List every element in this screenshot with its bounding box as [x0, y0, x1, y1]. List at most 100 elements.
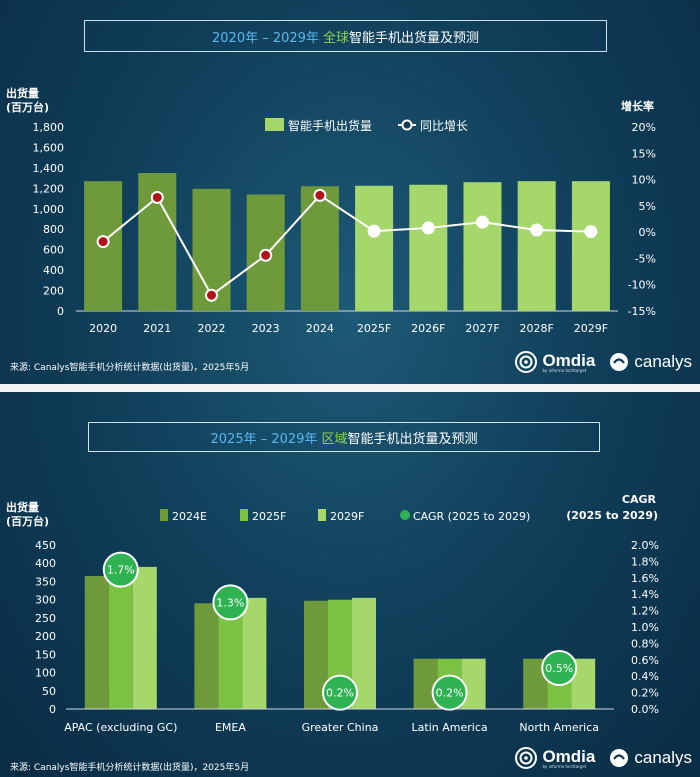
chart2-y2tick: 2.0% — [631, 539, 659, 552]
chart1-y2tick: -5% — [635, 252, 656, 265]
chart2-cagr-label: 0.2% — [436, 687, 464, 700]
chart1-y2tick: 0% — [639, 226, 656, 239]
chart1-ylabel-line2: (百万台) — [6, 100, 49, 114]
chart1-ytick: 0 — [57, 305, 64, 318]
chart2-ylabel-line1: 出货量 — [6, 500, 39, 514]
chart2-y2tick: 1.0% — [631, 621, 659, 634]
chart1-xtick: 2029F — [574, 322, 608, 335]
chart2-cagr-point — [431, 674, 468, 711]
chart1-ytick: 600 — [43, 244, 64, 257]
chart2-y2tick: 0.4% — [631, 670, 659, 683]
omdia-logo: Omdia by informa techtarget — [514, 746, 595, 770]
chart2-bar-2024e — [84, 575, 109, 709]
chart1-logos: Omdia by informa techtarget canalys — [514, 350, 692, 374]
chart1-y2tick: -10% — [628, 279, 656, 292]
canalys-name: canalys — [634, 352, 692, 371]
chart2-xtick: North America — [519, 721, 599, 734]
chart2-y2label-line1: CAGR — [622, 493, 657, 506]
chart2-ytick: 350 — [35, 575, 56, 588]
chart1-title-rest: 智能手机出货量及预测 — [348, 30, 479, 46]
chart1-growth-line — [102, 194, 591, 297]
chart1-legend-bar-swatch — [265, 118, 284, 131]
chart1-growth-point — [205, 288, 218, 302]
chart2-cagr-point — [541, 650, 578, 686]
chart2-ytick: 150 — [35, 648, 56, 661]
omdia-mark-icon — [515, 351, 538, 373]
chart2-title-years: 2025年 – 2029年 — [210, 431, 318, 447]
chart1-bar — [463, 182, 502, 311]
chart1-growth-point — [367, 224, 381, 238]
canalys-logo: canalys — [609, 352, 692, 372]
chart1-xtick: 2021 — [143, 322, 171, 335]
chart1-ytick: 200 — [43, 285, 64, 298]
canalys-mark-icon — [610, 353, 629, 371]
chart2-ylabel-line2: (百万台) — [6, 514, 49, 528]
chart2-y2tick: 0.2% — [631, 687, 659, 700]
chart2-cagr-point — [212, 584, 249, 621]
chart1-growth-point — [530, 223, 544, 237]
omdia-sub: by informa techtarget — [542, 368, 587, 373]
omdia-name: Omdia — [542, 351, 596, 370]
chart2-legend-label-2024e: 2024E — [172, 510, 207, 523]
chart1-bar — [409, 184, 448, 311]
chart2-y2tick: 1.2% — [631, 605, 659, 618]
chart1-ytick: 800 — [43, 223, 64, 236]
chart1-svg: 出货量(百万台) 增长率 0 200 400 600 800 1,000 1,200 1,400 1… — [6, 86, 656, 335]
chart1-y2tick: 15% — [632, 147, 656, 160]
panel-divider — [0, 384, 700, 392]
chart1-xtick: 2026F — [411, 322, 445, 335]
chart1-bar — [355, 185, 394, 311]
regional-forecast-panel: 2025年 – 2029年 区域 智能手机出货量及预测 出货量 (百万台) CAGR… — [0, 392, 700, 777]
chart2-ytick: 0 — [49, 703, 56, 716]
chart1-bar — [300, 186, 339, 311]
chart1-ytick: 1,600 — [33, 141, 65, 154]
chart1-growth-point — [421, 221, 435, 235]
omdia-sub: by informa techtarget — [542, 764, 587, 769]
chart2-legend-label-2029f: 2029F — [330, 510, 364, 523]
chart2-legend-swatch-2029f — [318, 509, 326, 521]
chart1-ytick: 1,200 — [33, 182, 65, 195]
chart2-bar-2029f — [132, 566, 157, 709]
chart2-ytick: 400 — [35, 557, 56, 570]
chart2-ytick: 450 — [35, 539, 56, 552]
chart2-xtick: APAC (excluding GC) — [64, 721, 177, 734]
chart2-legend-swatch-cagr — [400, 510, 410, 520]
chart1-xtick: 2022 — [198, 322, 226, 335]
chart2-legend-swatch-2025f — [240, 509, 248, 521]
chart1-xtick: 2025F — [357, 322, 391, 335]
chart2-title-region: 区域 — [321, 431, 348, 447]
chart1-growth-point — [150, 190, 164, 204]
canalys-mark-icon — [610, 749, 629, 767]
chart1-growth-point — [584, 225, 598, 239]
global-forecast-panel: 2020年 – 2029年 全球 智能手机出货量及预测 出货量 (百万台) 增长率 0… — [0, 0, 700, 385]
chart2-y2tick: 1.6% — [631, 572, 659, 585]
chart2-logos: Omdia by informa techtarget canalys — [514, 746, 692, 770]
chart1-growth-point — [259, 248, 273, 262]
chart2-svg: 出货量(百万台) CAGR (2025 to 2029) 0 50 100 150 200 25… — [6, 493, 659, 734]
chart2-y2tick: 0.0% — [631, 703, 659, 716]
chart1-footer: 来源: Canalys智能手机分析统计数据(出货量)，2025年5月 — [10, 363, 250, 373]
chart1-legend-line-marker — [401, 119, 413, 131]
omdia-name: Omdia — [542, 747, 596, 766]
chart1-growth-point — [96, 235, 110, 249]
chart2-ytick: 250 — [35, 612, 56, 625]
chart1-xtick: 2027F — [465, 322, 499, 335]
omdia-mark-icon — [515, 747, 538, 769]
chart1-ytick: 1,400 — [33, 162, 65, 175]
chart2-cagr-label: 1.7% — [107, 564, 135, 577]
chart2-y2tick: 0.6% — [631, 654, 659, 667]
chart1-xtick: 2020 — [89, 322, 117, 335]
chart2-ytick: 100 — [35, 667, 56, 680]
chart2-cagr-label: 0.2% — [326, 687, 354, 700]
chart2-legend-label-2025f: 2025F — [252, 510, 286, 523]
chart2-ytick: 50 — [42, 685, 56, 698]
chart2-y2tick: 0.8% — [631, 637, 659, 650]
chart1-xtick: 2024 — [306, 322, 334, 335]
chart1-growth-point — [313, 188, 327, 202]
chart1-legend-line-label: 同比增长 — [420, 119, 468, 133]
chart1-bar — [517, 181, 556, 311]
canalys-logo: canalys — [609, 748, 692, 768]
chart1-xtick: 2023 — [252, 322, 280, 335]
chart2-xtick: Latin America — [412, 721, 488, 734]
chart2-bar-2029f — [242, 597, 267, 709]
